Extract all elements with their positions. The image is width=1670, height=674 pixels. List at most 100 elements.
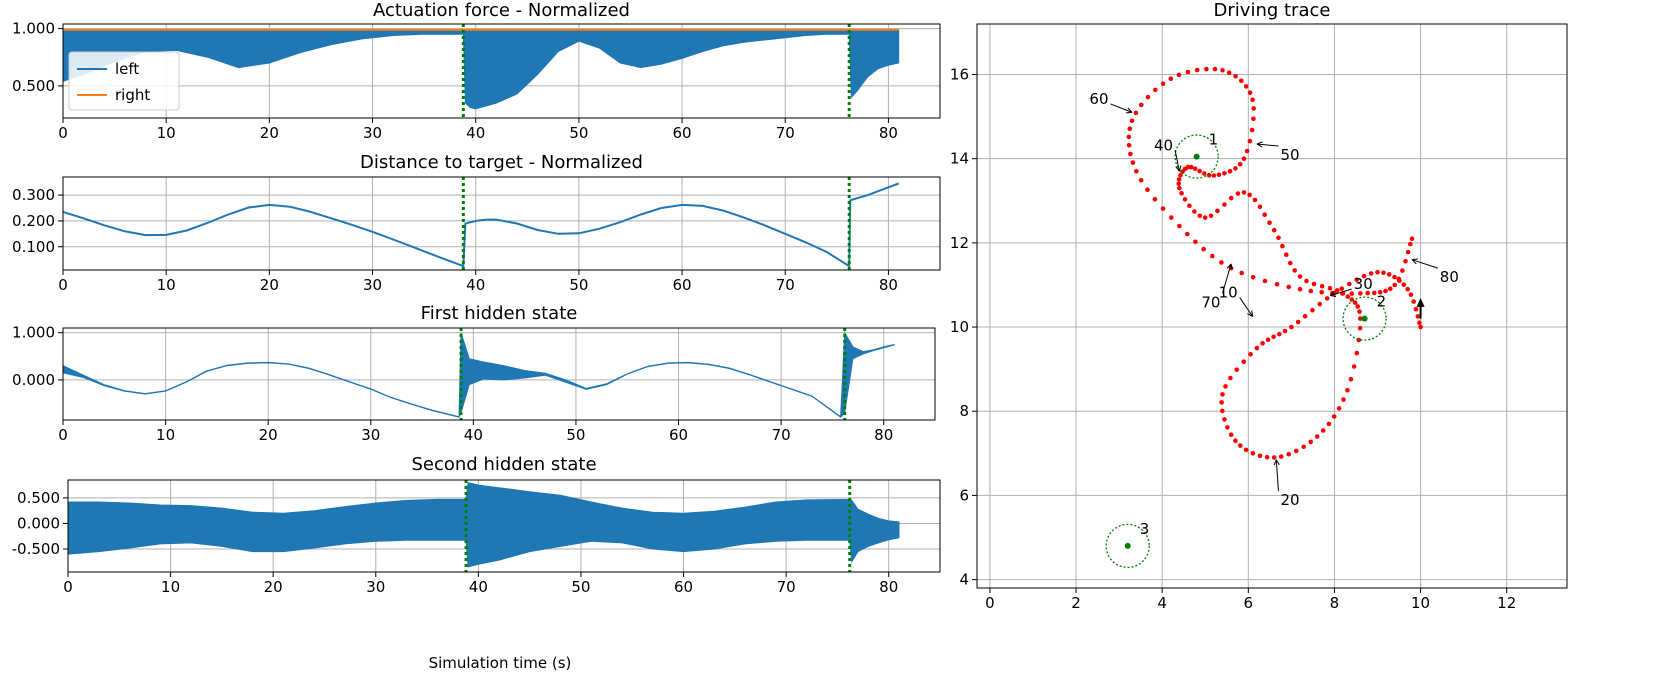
trace-point xyxy=(1339,286,1345,292)
trace-point xyxy=(1260,341,1265,346)
axes-frame xyxy=(62,327,936,421)
annotation-arrow xyxy=(1110,103,1133,113)
annotation-arrow xyxy=(1174,150,1180,172)
heading-arrow-head xyxy=(1416,297,1425,307)
x-tick-label: 10 xyxy=(157,124,176,142)
y-tick-label: 16 xyxy=(950,66,969,84)
x-tick-label: 50 xyxy=(569,124,588,142)
trace-point xyxy=(1336,406,1342,411)
annotation-arrow-head xyxy=(1256,141,1263,148)
trace-point xyxy=(1276,235,1281,241)
trace-point xyxy=(1286,451,1291,457)
trace-point xyxy=(1365,290,1370,296)
trace-point xyxy=(1409,236,1415,241)
trace-point xyxy=(1271,455,1277,460)
x-tick-label: 80 xyxy=(879,124,898,142)
trace-point xyxy=(1372,290,1377,296)
x-tick-label: 4 xyxy=(1157,594,1167,612)
trace-point xyxy=(1126,134,1132,140)
axes-frame xyxy=(976,23,1568,589)
x-tick-label: 20 xyxy=(259,426,278,444)
trace-point xyxy=(1153,87,1158,93)
x-axis-label-simulation-time: Simulation time (s) xyxy=(429,654,572,672)
x-tick-label: 30 xyxy=(361,426,380,444)
trace-point xyxy=(1189,164,1194,170)
trace-point xyxy=(1302,314,1308,319)
x-tick-label: 12 xyxy=(1497,594,1516,612)
y-tick-label: 10 xyxy=(950,318,969,336)
trace-point xyxy=(1219,260,1224,265)
trace-point xyxy=(1129,118,1135,124)
annotation-arrow xyxy=(1329,288,1352,296)
trace-point xyxy=(1415,314,1421,319)
trace-point xyxy=(1277,331,1282,337)
trace-point xyxy=(1304,278,1309,284)
x-tick-label: 40 xyxy=(466,276,485,294)
trace-point xyxy=(1216,172,1222,177)
target-radius-circle xyxy=(1174,134,1219,179)
trace-point xyxy=(1326,421,1332,427)
trace-point xyxy=(1282,328,1288,334)
trace-point xyxy=(1238,443,1243,448)
trace-point xyxy=(1289,324,1294,330)
trace-point xyxy=(1241,156,1247,161)
trace-point xyxy=(1403,259,1408,264)
trace-point xyxy=(1152,196,1158,202)
y-tick-label: 0.300 xyxy=(12,186,55,204)
trace-point xyxy=(1208,213,1214,219)
x-tick-label: 70 xyxy=(772,426,791,444)
trace-point xyxy=(1160,81,1166,86)
trace-point xyxy=(1219,400,1224,405)
trace-point xyxy=(1223,384,1228,389)
trace-point xyxy=(1381,270,1386,276)
trace-point xyxy=(1401,282,1407,288)
trace-point xyxy=(1228,375,1233,381)
trace-point xyxy=(1386,272,1392,277)
trace-point xyxy=(1308,439,1313,445)
trace-point xyxy=(1250,275,1256,280)
trace-point xyxy=(1297,274,1303,279)
annotation-arrow-head xyxy=(1175,165,1182,172)
trace-point xyxy=(1185,164,1191,170)
x-tick-label: 70 xyxy=(776,276,795,294)
trace-point xyxy=(1388,286,1393,292)
trace-point xyxy=(1210,253,1215,259)
x-tick-label: 70 xyxy=(777,578,796,596)
time-annotation-label: 40 xyxy=(1154,136,1173,154)
series-line xyxy=(63,182,900,268)
x-tick-label: 8 xyxy=(1330,594,1340,612)
trace-point xyxy=(1234,367,1239,373)
trace-point xyxy=(1408,292,1414,298)
x-tick-label: 10 xyxy=(161,578,180,596)
y-tick-label: 0.500 xyxy=(17,489,60,507)
trace-point xyxy=(1145,187,1150,192)
chart-title: Driving trace xyxy=(1214,0,1331,21)
x-tick-label: 40 xyxy=(466,124,485,142)
trace-point xyxy=(1241,190,1247,195)
trace-point xyxy=(1334,288,1340,293)
trace-point xyxy=(1383,288,1388,294)
x-tick-label: 80 xyxy=(879,276,898,294)
trace-point xyxy=(1327,285,1333,291)
trace-point xyxy=(1239,270,1244,276)
trace-point xyxy=(1237,161,1243,167)
axes-frame xyxy=(62,176,941,271)
annotation-arrow-head xyxy=(1126,107,1133,114)
axes-frame xyxy=(67,479,941,573)
trace-point xyxy=(1257,204,1263,210)
trace-point xyxy=(1297,286,1303,292)
target-label: 3 xyxy=(1140,520,1150,538)
axes-frame xyxy=(62,23,941,119)
annotation-arrow xyxy=(1256,143,1279,147)
legend-label: right xyxy=(115,86,150,104)
trace-point xyxy=(1185,231,1190,237)
trace-point xyxy=(1220,408,1225,414)
trace-point xyxy=(1130,160,1136,165)
trace-point xyxy=(1411,299,1416,304)
trace-point xyxy=(1243,84,1249,89)
trace-point xyxy=(1178,173,1183,178)
x-tick-label: 0 xyxy=(985,594,995,612)
trace-point xyxy=(1267,220,1272,225)
trace-point xyxy=(1179,190,1184,196)
x-tick-label: 60 xyxy=(673,276,692,294)
